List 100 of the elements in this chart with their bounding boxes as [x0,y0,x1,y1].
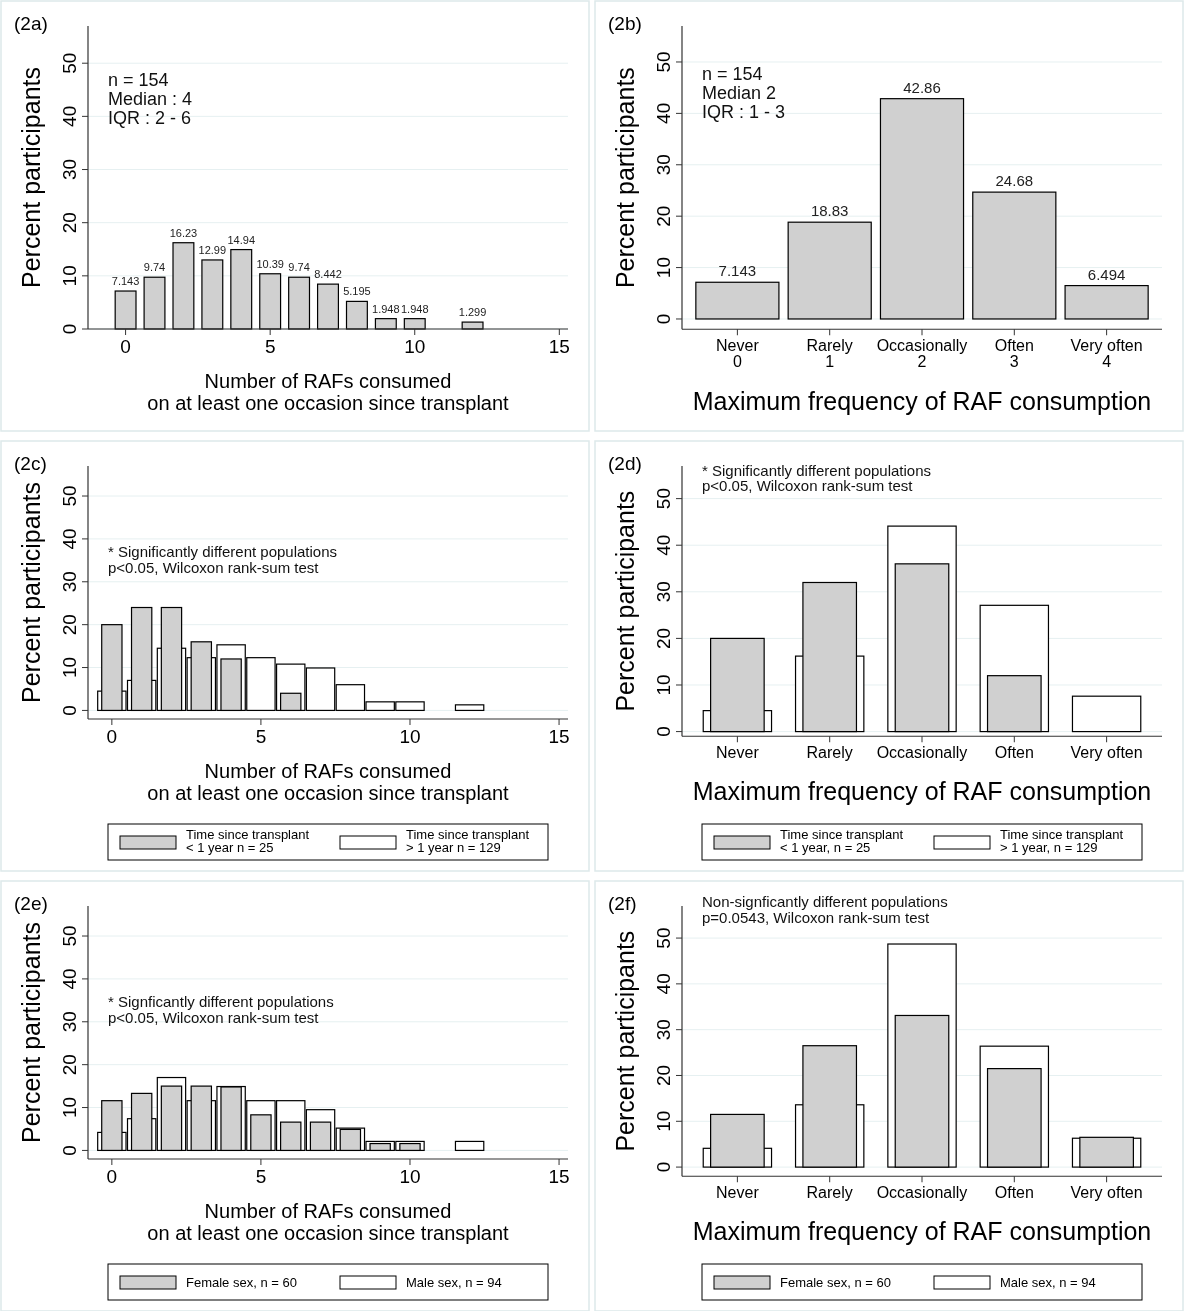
chart-title: (2c) [14,453,47,474]
data-label: 16.23 [169,226,198,239]
y-tick-label: 20 [59,212,80,234]
annotation: Non-signficantly different populations [702,893,948,911]
legend-label: Male sex, n = 94 [406,1275,502,1290]
x-tick-label: Never [716,744,760,762]
data-label: 1.948 [372,302,400,315]
bar [101,1100,123,1152]
y-tick-label: 10 [59,656,80,679]
x-tick-label: Rarely [806,1184,853,1202]
y-tick-label: 50 [653,51,674,73]
data-label: 5.195 [343,285,371,298]
legend-label: Female sex, n = 60 [780,1275,891,1290]
bar [160,606,183,712]
x-tick-label: 10 [399,726,421,747]
y-tick-label: 10 [59,1096,80,1119]
y-tick-label: 0 [59,1145,80,1156]
x-tick-label: Often 3 [994,337,1034,371]
y-tick-label: 30 [653,1019,674,1041]
y-tick-label: 40 [59,528,80,550]
annotation: Median : 4 [108,89,193,110]
x-tick-label: 5 [255,726,267,747]
y-tick-label: 50 [653,927,674,949]
x-axis-title: Maximum frequency of RAF consumption [692,1217,1152,1246]
data-label: 1.948 [400,302,429,315]
annotation: Median 2 [702,83,777,104]
chart-title: (2a) [14,13,48,34]
chart-title: (2e) [14,893,48,914]
y-tick-label: 30 [653,154,674,176]
x-tick-label: Occasionally [876,744,968,762]
bar [1064,284,1149,320]
annotation: n = 154 [108,70,169,91]
y-tick-label: 20 [59,1054,80,1076]
bar [345,300,368,330]
x-axis-title: Maximum frequency of RAF consumption [692,387,1152,416]
legend-label: Female sex, n = 60 [186,1275,297,1290]
x-axis-title: Maximum frequency of RAF consumption [692,777,1152,806]
legend-label: Male sex, n = 94 [1000,1275,1096,1290]
y-tick-label: 30 [653,581,674,603]
y-tick-label: 40 [653,102,674,124]
y-tick-label: 30 [59,1011,80,1033]
y-axis-title: Percent participants [17,67,45,288]
x-tick-label: 10 [404,336,426,357]
bar [190,1085,213,1152]
bar [201,259,224,330]
x-tick-label: Often [994,1184,1034,1202]
x-tick-label: 10 [399,1166,421,1187]
x-tick-label: 15 [548,1166,570,1187]
bar [190,641,213,712]
y-tick-label: 20 [653,205,674,227]
y-tick-label: 10 [653,1110,674,1132]
x-tick-label: Rarely 1 [806,337,853,371]
bar [695,281,780,320]
y-tick-label: 40 [653,534,674,556]
bar [172,242,195,330]
x-axis-title: Number of RAFs consumed on at least one occasion since transplant [147,370,510,414]
y-tick-label: 0 [653,313,674,325]
annotation: IQR : 1 - 3 [702,102,786,123]
y-axis-title: Percent participants [17,922,45,1143]
data-label: 12.99 [198,243,227,256]
data-label: 42.86 [903,78,941,96]
y-axis-title: Percent participants [611,67,639,289]
y-tick-label: 30 [59,571,80,593]
data-label: 24.68 [995,172,1034,190]
y-axis-title: Percent participants [611,490,639,712]
bar [130,1092,153,1152]
x-tick-label: Never 0 [716,337,760,371]
data-label: 9.74 [288,261,310,274]
data-label: 7.143 [718,262,757,280]
bar [230,248,253,330]
bar [130,606,153,712]
legend-label: Time since transplant > 1 year n = 129 [406,827,530,855]
y-tick-label: 40 [653,973,674,995]
bar [259,273,282,330]
x-tick-label: 15 [548,336,570,357]
data-label: 6.494 [1087,265,1126,283]
y-tick-label: 10 [653,257,674,279]
x-tick-label: Often [994,744,1034,762]
chart-title: (2f) [608,893,637,914]
y-tick-label: 0 [59,323,80,335]
bar [143,276,166,330]
annotation: IQR : 2 - 6 [108,108,192,129]
data-label: 9.74 [143,261,166,274]
chart-title: (2d) [608,453,642,474]
bar [1071,695,1142,733]
y-tick-label: 40 [59,105,80,127]
x-axis-title: Number of RAFs consumed on at least one occasion since transplant [147,760,510,804]
annotation: p=0.0543, Wilcoxon rank-sum test [702,909,931,927]
bar [288,276,311,330]
y-tick-label: 50 [59,485,80,507]
data-label: 7.143 [111,275,140,288]
y-axis-title: Percent participants [611,930,639,1152]
x-tick-label: 0 [120,336,131,357]
x-tick-label: 15 [548,726,570,747]
y-tick-label: 10 [59,265,80,287]
data-label: 14.94 [227,233,256,246]
x-tick-label: 5 [264,336,276,357]
bar [879,98,965,320]
bar [787,221,872,320]
y-tick-label: 30 [59,158,80,181]
